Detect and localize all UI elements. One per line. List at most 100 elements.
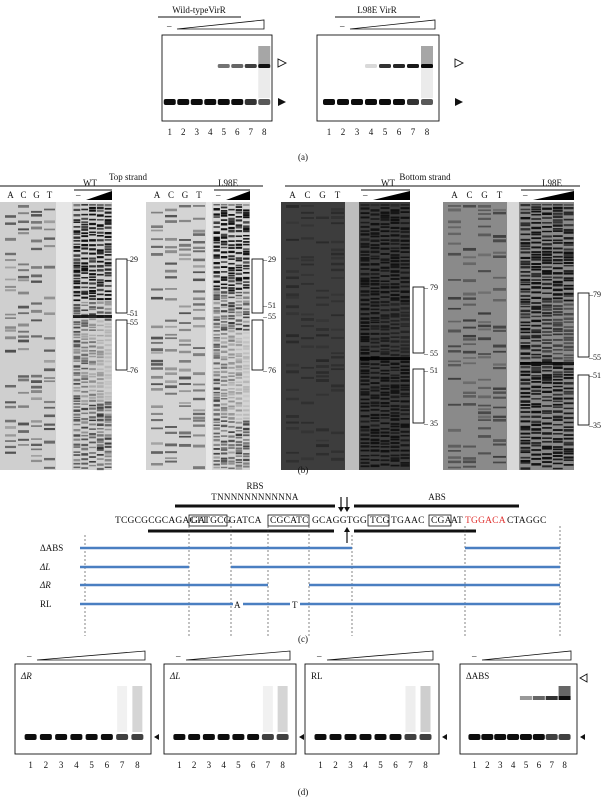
gel-a2-free-band-lane-5 [379, 99, 391, 105]
svg-text:–: – [423, 366, 429, 375]
gel-a1-complex-band-lane-7 [244, 64, 257, 68]
bottom-l98e-markers: 79 55 51 35 – – – – [577, 290, 601, 430]
seq-part-2: GATCA [229, 516, 262, 526]
gel-d-dabs-lane-label-2: 2 [485, 760, 490, 770]
svg-text:–: – [262, 366, 268, 375]
gel-d-dabs-minus: – [471, 651, 477, 661]
gel-a2-lane-label-4: 4 [369, 127, 374, 137]
svg-text:–: – [423, 419, 429, 428]
svg-text:–: – [588, 421, 594, 430]
gel-d-dabs-lane-label-6: 6 [537, 760, 542, 770]
gel-d-dabs-lane-label-8: 8 [562, 760, 567, 770]
top-wt-mark-55: 55 [130, 318, 138, 327]
gel-d-dl-lane-label-3: 3 [207, 760, 212, 770]
gel-b2-wedge [226, 191, 250, 200]
seq-box-4: CGA [431, 516, 452, 526]
gel-a2-title: L98E VirR [357, 5, 397, 15]
seq-box-2: CGCATC [270, 516, 309, 526]
gel-d-rl-free-band-lane-3 [344, 734, 357, 740]
bottom-wt-mark-35: 35 [430, 419, 438, 428]
top-wt-mark-29: 29 [130, 255, 138, 264]
gel-a2-lane-label-3: 3 [355, 127, 360, 137]
gel-a2-lane-label-5: 5 [383, 127, 388, 137]
top-l98e-mark-51: 51 [268, 301, 276, 310]
gel-d-dr-free-band-lane-8 [131, 734, 144, 740]
gel-d-dr-free-probe-arrow [154, 734, 159, 740]
gel-d-dl-lane-label-6: 6 [251, 760, 256, 770]
gel-d-dl-free-band-lane-2 [188, 734, 201, 740]
gel-b3-minus: – [362, 190, 368, 200]
gel-b4-seq-lane-G: G [481, 190, 488, 200]
gel-a1-free-band-lane-6 [231, 99, 244, 105]
gel-a1-free-band-lane-4 [204, 99, 217, 105]
svg-text:–: – [588, 290, 594, 299]
gel-d-rl-free-band-lane-4 [359, 734, 372, 740]
gel-a2-smear-lane-8 [421, 46, 433, 68]
rbs-label: RBS [246, 481, 263, 491]
gel-d-dl-lane-label-2: 2 [192, 760, 197, 770]
gel-b3-wedge [373, 191, 410, 200]
seq-box-1: GATGCG [191, 516, 231, 526]
gel-d-dl-free-band-lane-7 [261, 734, 274, 740]
gel-d-dr-free-band-lane-2 [39, 734, 52, 740]
gel-d-dr-lane-label-2: 2 [44, 760, 49, 770]
gel-d-dr-smear-lane-8 [132, 686, 143, 732]
gel-d-dl-smear-lane-8 [277, 686, 288, 732]
gel-b4-wedge [533, 191, 574, 200]
gel-d-dabs-free-band-lane-4 [507, 734, 520, 740]
gel-d-rl-free-probe-arrow [442, 734, 447, 740]
gel-b2-seq-lane-T: T [196, 190, 202, 200]
gel-d-rl-lane-label-2: 2 [333, 760, 338, 770]
gel-d-dl-frame [163, 663, 297, 755]
bottom-wt-mark-55: 55 [430, 349, 438, 358]
gel-b4-seq-lane-T: T [497, 190, 503, 200]
gel-d-rl-lane-label-8: 8 [423, 760, 428, 770]
gel-d-dl-free-probe-arrow [299, 734, 304, 740]
gel-a2-frame [316, 34, 440, 122]
gel-b1-minus: – [75, 190, 81, 200]
gel-a1-title: Wild-typeVirR [172, 5, 226, 15]
gel-d-rl-lane-label-5: 5 [378, 760, 383, 770]
row-label-dr: ΔR [39, 580, 51, 590]
gel-d-rl-frame [304, 663, 440, 755]
svg-text:–: – [262, 312, 268, 321]
gel-d-dabs-free-band-lane-3 [494, 734, 507, 740]
gel-d-rl-smear-lane-8 [420, 686, 431, 732]
gel-b2-background [146, 202, 250, 470]
gel-d-rl-free-band-lane-6 [389, 734, 402, 740]
gel-d-dabs-free-probe-arrow [580, 734, 585, 740]
gel-d-dr-free-band-lane-3 [55, 734, 68, 740]
svg-text:–: – [588, 353, 594, 362]
gel-d-dabs-wedge [481, 650, 572, 661]
top-l98e-mark-76: 76 [268, 366, 276, 375]
gel-a1-complex-band-lane-8 [258, 64, 271, 68]
gel-b2-seq-lane-G: G [182, 190, 189, 200]
gel-a2-complex-band-lane-5 [379, 64, 391, 68]
gel-d-dabs-free-band-lane-8 [558, 734, 571, 740]
gel-a2-lane-label-2: 2 [341, 127, 346, 137]
gel-d-rl-minus: – [316, 651, 322, 661]
svg-text:–: – [588, 371, 594, 380]
gel-b1-seq-lane-T: T [47, 190, 53, 200]
gel-d-dr-free-band-lane-1 [24, 734, 37, 740]
gel-d-dr-free-band-lane-6 [100, 734, 113, 740]
gel-d-dr-wedge [36, 650, 146, 661]
seq-red-motif: TGGACA [465, 516, 506, 526]
gel-d-dl-free-band-lane-8 [276, 734, 289, 740]
gel-d-dr-lane-label-7: 7 [120, 760, 125, 770]
gel-d-rl-lane-label-6: 6 [393, 760, 398, 770]
seq-part-4: TGAAC [391, 516, 425, 526]
gel-b3-seq-lane-C: C [304, 190, 310, 200]
open-arrowhead-a1 [277, 58, 288, 68]
gel-d-dr-lane-label-3: 3 [59, 760, 64, 770]
bottom-wt-mark-79: 79 [430, 283, 438, 292]
gel-d-rl-free-band-lane-7 [404, 734, 417, 740]
gel-b3-seq-lane-G: G [319, 190, 326, 200]
gel-d-dabs: – ΔABS 1 2 3 4 5 6 7 8 [459, 650, 588, 770]
gel-a2-lane-label-6: 6 [397, 127, 402, 137]
gel-d-dr-minus: – [26, 651, 32, 661]
gel-d-dabs-complex-band-lane-8 [558, 696, 571, 700]
